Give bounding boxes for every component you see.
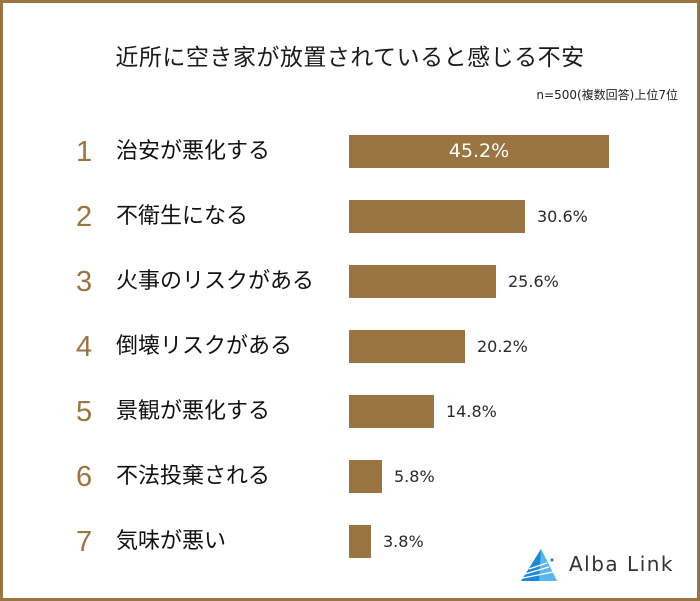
- bar-row: 4 倒壊リスクがある 20.2%: [0, 330, 700, 364]
- rank-number: 6: [76, 461, 93, 493]
- rank-number: 4: [76, 331, 93, 363]
- rank-number: 2: [76, 201, 93, 233]
- rank-number: 1: [76, 136, 93, 168]
- category-label: 気味が悪い: [116, 529, 227, 554]
- value-label: 45.2%: [448, 140, 510, 162]
- chart-title: 近所に空き家が放置されていると感じる不安: [115, 45, 585, 71]
- rank-number: 7: [76, 526, 93, 558]
- bar: [349, 460, 382, 493]
- category-label: 不法投棄される: [116, 464, 271, 489]
- rank-number: 3: [76, 266, 93, 298]
- value-label: 25.6%: [508, 272, 559, 291]
- bar-row: 7 気味が悪い 3.8%: [0, 525, 700, 559]
- bar-row: 2 不衛生になる 30.6%: [0, 200, 700, 234]
- value-label: 14.8%: [446, 402, 497, 421]
- value-label: 3.8%: [383, 532, 424, 551]
- alba-link-logo: Alba Link: [519, 547, 689, 583]
- category-label: 景観が悪化する: [116, 399, 271, 424]
- bar-row: 6 不法投棄される 5.8%: [0, 460, 700, 494]
- rank-number: 5: [76, 396, 93, 428]
- alba-link-triangle-logo-icon: [521, 549, 557, 581]
- bar: [349, 525, 371, 558]
- bar-row: 1 治安が悪化する 45.2%: [0, 135, 700, 169]
- bar: [349, 200, 525, 233]
- category-label: 治安が悪化する: [116, 139, 271, 164]
- value-label: 30.6%: [537, 207, 588, 226]
- bar: [349, 330, 465, 363]
- category-label: 火事のリスクがある: [116, 269, 315, 294]
- bar: [349, 395, 434, 428]
- sample-size-note: n=500(複数回答)上位7位: [536, 88, 678, 102]
- value-label: 20.2%: [477, 337, 528, 356]
- category-label: 不衛生になる: [116, 204, 249, 229]
- bar: [349, 265, 496, 298]
- bar-row: 5 景観が悪化する 14.8%: [0, 395, 700, 429]
- category-label: 倒壊リスクがある: [116, 334, 293, 359]
- bar-row: 3 火事のリスクがある 25.6%: [0, 265, 700, 299]
- logo-text: Alba Link: [569, 552, 675, 576]
- bar: [349, 135, 609, 168]
- value-label: 5.8%: [394, 467, 435, 486]
